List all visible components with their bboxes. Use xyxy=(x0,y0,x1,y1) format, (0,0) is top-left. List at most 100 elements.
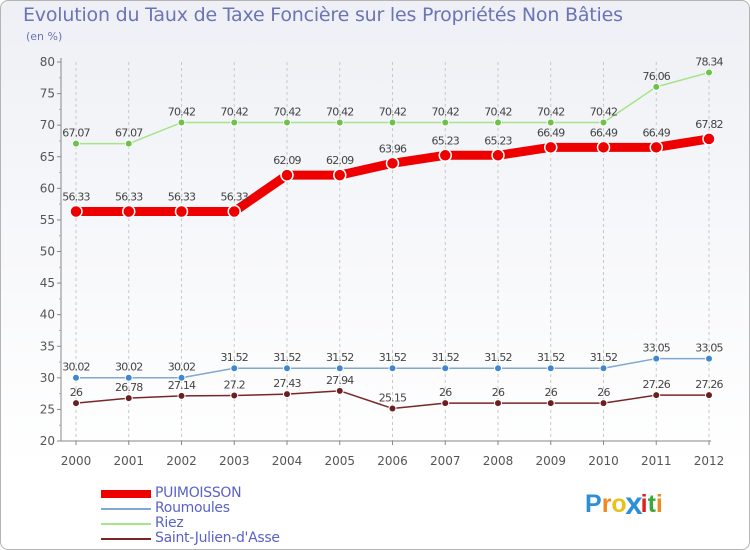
data-point xyxy=(227,204,241,219)
legend-swatch xyxy=(101,489,151,498)
data-label: 25.15 xyxy=(379,391,407,404)
data-label: 26.78 xyxy=(115,381,143,394)
data-point xyxy=(177,373,186,382)
data-label: 31.52 xyxy=(221,351,249,364)
data-point xyxy=(177,391,186,400)
data-point xyxy=(652,82,661,91)
x-tick-label: 2009 xyxy=(535,454,566,468)
legend-item: Riez xyxy=(101,515,401,531)
data-point xyxy=(283,118,291,127)
data-label: 67.07 xyxy=(62,127,90,140)
data-label: 27.2 xyxy=(224,379,245,392)
data-label: 27.26 xyxy=(695,378,723,391)
legend-item: PUIMOISSON xyxy=(101,485,401,501)
data-point xyxy=(649,140,663,155)
data-label: 65.23 xyxy=(484,134,512,147)
x-tick-label: 2002 xyxy=(166,454,197,468)
legend-swatch xyxy=(101,537,151,540)
data-label: 26 xyxy=(492,386,505,399)
logo-letter: P xyxy=(585,490,602,518)
data-point xyxy=(283,390,291,399)
data-label: 26 xyxy=(597,386,610,399)
data-label: 30.02 xyxy=(62,361,90,374)
legend-label: Riez xyxy=(155,515,184,531)
logo-letter: r xyxy=(601,490,612,518)
data-point xyxy=(388,404,397,413)
data-point xyxy=(705,354,713,363)
data-point xyxy=(335,364,344,373)
data-point xyxy=(546,399,555,408)
legend-swatch xyxy=(101,522,151,525)
legend-item: Roumoules xyxy=(101,500,401,516)
data-point xyxy=(230,118,239,127)
x-tick-label: 2010 xyxy=(588,454,619,468)
data-label: 67.82 xyxy=(695,118,723,131)
data-label: 30.02 xyxy=(168,361,196,374)
data-label: 70.42 xyxy=(590,106,618,119)
data-point xyxy=(174,204,189,219)
data-label: 27.43 xyxy=(273,377,301,390)
data-label: 31.52 xyxy=(537,351,565,364)
data-label: 31.52 xyxy=(326,351,354,364)
data-point xyxy=(599,118,608,127)
logo-letter: o xyxy=(611,490,627,518)
data-label: 70.42 xyxy=(537,106,565,119)
data-point xyxy=(546,118,555,127)
logo-letter: t xyxy=(647,490,656,518)
data-point xyxy=(230,364,239,373)
data-point xyxy=(283,364,291,373)
data-point xyxy=(438,148,452,163)
data-point xyxy=(596,140,611,155)
data-label: 70.42 xyxy=(273,106,301,119)
data-point xyxy=(124,139,133,148)
data-label: 27.26 xyxy=(643,378,671,391)
x-tick-label: 2001 xyxy=(113,454,144,468)
y-tick-label: 75 xyxy=(40,87,55,101)
data-point xyxy=(335,118,344,127)
logo-letter: i xyxy=(640,490,648,518)
x-tick-label: 2008 xyxy=(483,454,514,468)
data-label: 27.94 xyxy=(326,374,354,387)
data-point xyxy=(441,118,450,127)
x-tick-label: 2011 xyxy=(641,454,672,468)
data-label: 27.14 xyxy=(168,379,196,392)
data-label: 70.42 xyxy=(379,106,407,119)
y-tick-label: 60 xyxy=(40,181,55,195)
data-label: 33.05 xyxy=(643,342,671,355)
data-label: 31.52 xyxy=(379,351,407,364)
data-label: 78.34 xyxy=(695,55,723,68)
data-point xyxy=(494,364,502,373)
data-label: 26 xyxy=(545,386,558,399)
y-tick-label: 70 xyxy=(40,118,55,132)
data-point xyxy=(280,168,294,182)
data-label: 70.42 xyxy=(168,106,196,119)
proxiti-logo: Proxiti xyxy=(585,486,663,521)
data-label: 66.49 xyxy=(537,126,565,139)
data-point xyxy=(544,140,558,155)
data-point xyxy=(230,391,239,400)
data-label: 65.23 xyxy=(432,134,460,147)
y-tick-label: 45 xyxy=(40,276,55,290)
logo-letter: i xyxy=(655,490,663,518)
data-label: 26 xyxy=(439,386,452,399)
data-point xyxy=(72,399,80,408)
data-label: 66.49 xyxy=(590,126,618,139)
data-label: 26 xyxy=(70,386,83,399)
data-point xyxy=(491,148,505,163)
data-point xyxy=(652,354,661,363)
data-label: 31.52 xyxy=(484,351,512,364)
data-point xyxy=(652,391,661,400)
x-tick-label: 2000 xyxy=(61,454,92,468)
data-point xyxy=(546,364,555,373)
data-point xyxy=(599,364,608,373)
data-point xyxy=(441,364,450,373)
data-point xyxy=(388,364,397,373)
x-tick-label: 2012 xyxy=(694,454,725,468)
data-point xyxy=(494,399,502,408)
y-tick-label: 35 xyxy=(40,339,55,353)
y-tick-label: 55 xyxy=(40,213,55,227)
legend-swatch xyxy=(101,507,151,510)
data-label: 76.06 xyxy=(643,70,671,83)
data-point xyxy=(702,132,716,146)
